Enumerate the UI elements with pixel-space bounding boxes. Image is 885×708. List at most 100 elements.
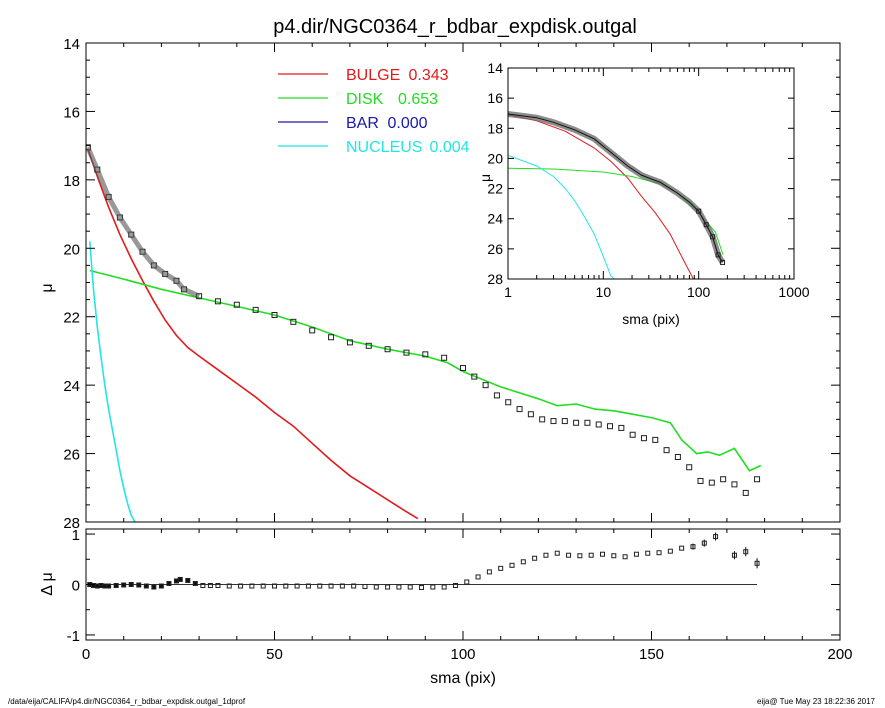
data-point (652, 436, 659, 443)
residual-point (396, 584, 402, 590)
data-point (233, 301, 240, 308)
residual-point (317, 583, 323, 589)
residual-point (294, 583, 300, 589)
residual-point (543, 552, 549, 558)
inset-xtick-label: 100 (687, 284, 711, 300)
series-bulge-line (87, 148, 419, 520)
residual-point (136, 582, 142, 588)
inset-data-line (508, 113, 723, 263)
residual-xlabel: sma (pix) (430, 670, 496, 687)
main-ytick-label: 26 (63, 447, 80, 464)
residual-point (128, 582, 134, 587)
residual-point (690, 544, 696, 550)
residual-point (200, 583, 206, 589)
residual-point (283, 583, 289, 589)
residual-point (373, 584, 379, 590)
residual-point (509, 562, 515, 568)
residual-point (577, 553, 583, 559)
residual-xtick-label: 0 (82, 646, 90, 663)
data-point (403, 349, 410, 356)
inset-xlabel: sma (pix) (622, 311, 680, 327)
residual-point (207, 583, 213, 589)
inset-data-point (703, 222, 709, 228)
data-point (640, 435, 647, 442)
data-point (527, 411, 534, 418)
residual-point (611, 553, 617, 559)
main-ytick-label: 24 (63, 378, 80, 395)
residual-point (475, 574, 481, 580)
data-point (441, 354, 448, 361)
data-point (505, 399, 512, 406)
data-point (754, 476, 761, 483)
inset-xtick-label: 10 (596, 284, 612, 300)
data-point (607, 423, 614, 430)
residual-point (532, 555, 538, 561)
residual-point (238, 583, 244, 589)
residual-point (743, 549, 749, 555)
inset-background (508, 68, 794, 279)
inset-xtick-label: 1 (504, 284, 512, 300)
inset-axes: 14 16 18 20 22 24 26 281 10 100 1000 (487, 60, 809, 300)
legend-value-bulge: 0.343 (409, 67, 449, 84)
residual-point (177, 576, 183, 582)
data-point (214, 298, 221, 305)
residual-point (430, 584, 436, 590)
residual-point (158, 583, 164, 589)
legend-label-bulge: BULGE (346, 67, 400, 84)
residual-point (106, 583, 112, 589)
residual-point (121, 582, 127, 588)
chart-title: p4.dir/NGC0364_r_bdbar_expdisk.outgal (273, 16, 637, 38)
series-nucleus-line (89, 241, 136, 522)
inset-ytick-label: 14 (487, 60, 503, 76)
residual-point (667, 548, 673, 554)
residual-point (498, 565, 504, 571)
residual-point (351, 583, 357, 589)
residual-point (520, 559, 526, 565)
residual-point (679, 545, 685, 551)
inset-series-nucleus-line (508, 154, 615, 279)
data-point (471, 373, 478, 380)
main-ytick-label: 22 (63, 310, 80, 327)
inset-data-point (696, 208, 702, 214)
data-point (720, 476, 727, 483)
data-point (618, 424, 625, 431)
inset-plot: 14 16 18 20 22 24 26 281 10 100 1000 μ sma (pix) (477, 60, 810, 327)
main-series (86, 144, 762, 522)
residual-point (701, 540, 707, 546)
data-point (731, 481, 738, 488)
data-point (539, 416, 546, 423)
data-point (629, 431, 636, 438)
main-ylabel: μ (39, 283, 56, 292)
data-point (663, 447, 670, 454)
data-point (290, 318, 297, 325)
footer-path: /data/eija/CALIFA/p4.dir/NGC0364_r_bdbar… (8, 697, 246, 706)
legend-value-bar: 0.000 (388, 115, 428, 132)
residual-point (185, 577, 191, 583)
inset-xtick-label: 1000 (778, 284, 809, 300)
residual-point (645, 550, 651, 556)
residual-point (151, 584, 157, 590)
inset-ytick-label: 18 (487, 120, 503, 136)
legend-value-disk: 0.653 (398, 91, 438, 108)
data-point (686, 464, 693, 471)
residual-point (113, 583, 119, 589)
data-point (584, 419, 591, 426)
legend-label-bar: BAR (346, 115, 379, 132)
residual-point (143, 583, 149, 589)
data-point (482, 382, 489, 389)
data-point (595, 421, 602, 428)
inset-ytick-label: 26 (487, 241, 503, 257)
data-point (674, 453, 681, 460)
residual-point (260, 583, 266, 589)
residual-point (407, 584, 413, 590)
main-plot: 14 16 18 20 22 24 26 28 μ BULGE 0.343 DISK 0.653 BA… (39, 36, 841, 532)
residual-point (622, 554, 628, 560)
residual-point (656, 550, 662, 556)
residual-point (362, 584, 368, 590)
inset-series (508, 111, 726, 279)
residual-point (249, 583, 255, 589)
residual-point (566, 552, 572, 558)
main-ytick-label: 14 (63, 36, 80, 53)
residual-ytick-label: 1 (72, 527, 80, 544)
